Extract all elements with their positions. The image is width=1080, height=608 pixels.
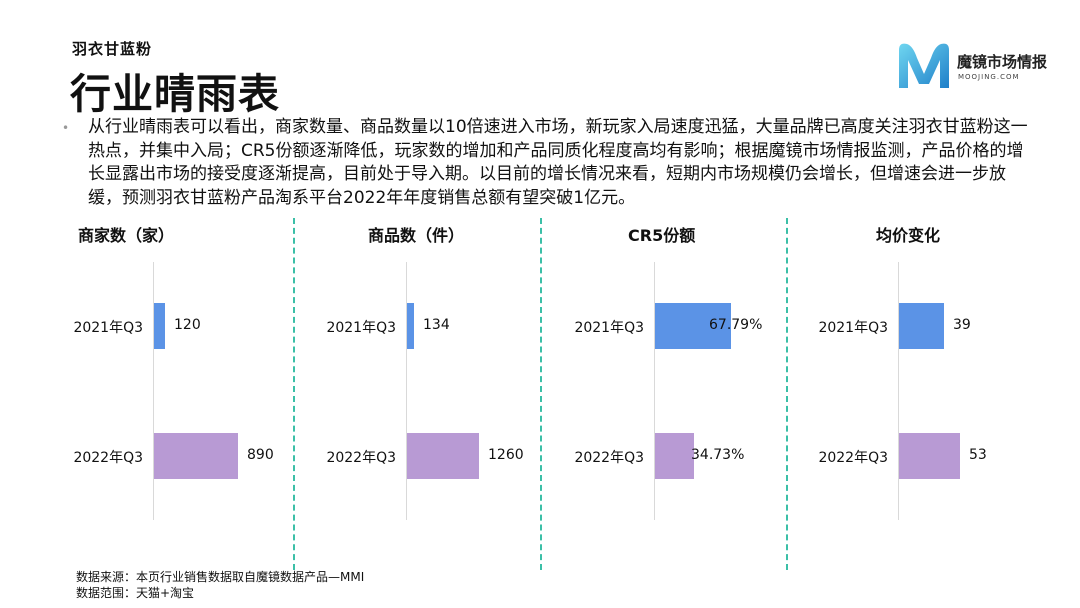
bar-product-count-0 [407,303,414,349]
bar-product-count-1 [407,433,479,479]
bar-avg-price-1 [899,433,960,479]
category-label-product-count-0: 2021年Q3 [326,320,396,336]
value-label-avg-price-1: 53 [969,447,987,463]
category-label-product-count-1: 2022年Q3 [326,450,396,466]
divider-3 [786,218,788,570]
divider-2 [540,218,542,570]
chart-title-merchant-count: 商家数（家） [78,226,175,245]
chart-title-cr5-share: CR5份额 [628,226,696,245]
summary-paragraph: 从行业晴雨表可以看出，商家数量、商品数量以10倍速进入市场，新玩家入局速度迅猛，… [88,117,1028,208]
logo-m-icon [899,43,949,88]
bullet-dot: • [62,121,70,135]
logo-name: 魔镜市场情报 [957,53,1048,71]
category-label-merchant-count-0: 2021年Q3 [73,320,143,336]
value-label-merchant-count-0: 120 [174,317,201,333]
category-label-merchant-count-1: 2022年Q3 [73,450,143,466]
page-title: 行业晴雨表 [70,70,280,118]
category-label-avg-price-0: 2021年Q3 [818,320,888,336]
logo-subtext: MOOJING.COM [958,73,1020,81]
chart-title-avg-price: 均价变化 [876,226,941,245]
bar-merchant-count-0 [154,303,165,349]
divider-1 [293,218,295,570]
category-label-cr5-share-0: 2021年Q3 [574,320,644,336]
bar-cr5-share-1 [655,433,694,479]
value-label-cr5-share-0: 67.79% [709,317,763,333]
value-label-avg-price-0: 39 [953,317,971,333]
chart-axis-product-count [406,262,407,520]
bar-merchant-count-1 [154,433,238,479]
category-label-avg-price-1: 2022年Q3 [818,450,888,466]
value-label-product-count-0: 134 [423,317,450,333]
chart-axis-avg-price [898,262,899,520]
footer-scope: 数据范围：天猫+淘宝 [76,586,195,600]
bar-cr5-share-0 [655,303,731,349]
chart-title-product-count: 商品数（件） [368,226,465,245]
value-label-cr5-share-1: 34.73% [691,447,745,463]
value-label-product-count-1: 1260 [488,447,524,463]
category-label-cr5-share-1: 2022年Q3 [574,450,644,466]
logo: 魔镜市场情报 MOOJING.COM [895,40,1055,92]
chart-axis-merchant-count [153,262,154,520]
footer-source: 数据来源：本页行业销售数据取自魔镜数据产品—MMI [76,570,365,584]
bar-avg-price-0 [899,303,944,349]
value-label-merchant-count-1: 890 [247,447,274,463]
chart-axis-cr5-share [654,262,655,520]
section-subtitle: 羽衣甘蓝粉 [72,40,153,58]
